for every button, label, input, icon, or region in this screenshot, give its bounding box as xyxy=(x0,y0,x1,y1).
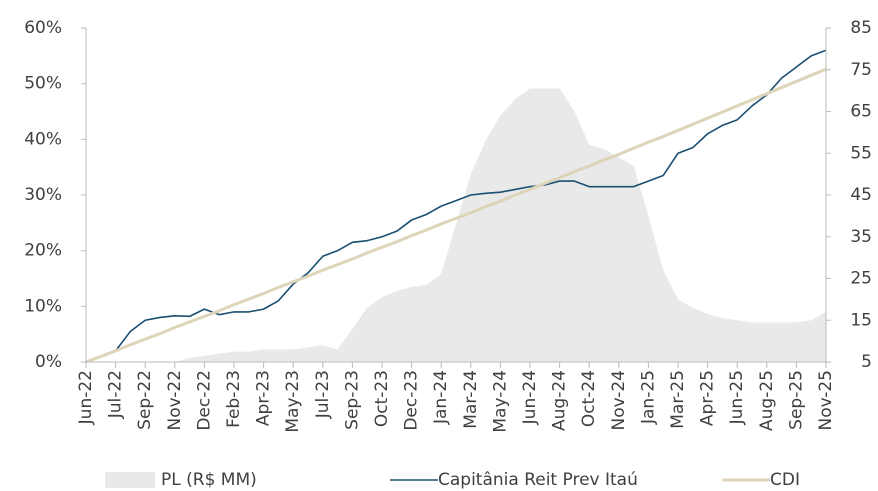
y-tick-label: 0% xyxy=(35,352,62,372)
x-tick-label: May-23 xyxy=(283,370,303,433)
x-tick-label: Nov-22 xyxy=(165,370,185,431)
x-tick-label: May-24 xyxy=(490,370,510,433)
area xyxy=(86,88,826,362)
x-tick-label: Jun-25 xyxy=(727,370,747,425)
legend-swatch xyxy=(105,472,155,488)
line xyxy=(85,49,827,363)
x-tick-label: Nov-24 xyxy=(609,370,629,431)
legend-label: CDI xyxy=(770,470,800,490)
x-tick-label: Sep-22 xyxy=(135,370,155,430)
line xyxy=(85,67,827,364)
y-tick-label: 50% xyxy=(24,74,62,94)
legend-label: Capitânia Reit Prev Itaú xyxy=(438,470,638,490)
y2-tick-label: 5 xyxy=(861,352,872,372)
x-tick-label: Aug-25 xyxy=(757,370,777,431)
x-tick-label: Mar-25 xyxy=(668,370,688,429)
y-tick-label: 10% xyxy=(24,296,62,316)
x-tick-label: Apr-25 xyxy=(698,370,718,426)
y2-tick-label: 85 xyxy=(850,18,872,38)
y2-tick-label: 65 xyxy=(850,102,872,122)
x-tick-label: Jul-23 xyxy=(313,370,333,419)
x-tick-label: Jun-22 xyxy=(76,370,96,425)
x-tick-label: Oct-24 xyxy=(579,370,599,427)
x-tick-label: Jun-24 xyxy=(520,370,540,425)
y-tick-label: 30% xyxy=(24,185,62,205)
y2-tick-label: 25 xyxy=(850,269,872,289)
x-tick-label: Dec-22 xyxy=(194,370,214,431)
x-tick-label: Mar-24 xyxy=(461,370,481,429)
x-tick-label: Aug-24 xyxy=(550,370,570,431)
y2-tick-label: 45 xyxy=(850,185,872,205)
y-tick-label: 60% xyxy=(24,18,62,38)
x-tick-label: Jan-24 xyxy=(431,370,451,425)
x-tick-label: Feb-23 xyxy=(224,370,244,428)
y-tick-label: 20% xyxy=(24,241,62,261)
x-tick-label: Jan-25 xyxy=(638,370,658,425)
x-tick-label: Jul-22 xyxy=(106,370,126,419)
y2-tick-label: 35 xyxy=(850,227,872,247)
x-tick-label: Nov-25 xyxy=(816,370,836,431)
y-tick-label: 40% xyxy=(24,129,62,149)
x-tick-label: Apr-23 xyxy=(254,370,274,426)
legend-label: PL (R$ MM) xyxy=(161,470,257,490)
y2-tick-label: 75 xyxy=(850,60,872,80)
x-tick-label: Sep-23 xyxy=(342,370,362,430)
x-tick-label: Dec-23 xyxy=(402,370,422,431)
y2-tick-label: 15 xyxy=(850,310,872,330)
x-tick-label: Sep-25 xyxy=(786,370,806,430)
y2-tick-label: 55 xyxy=(850,143,872,163)
x-tick-label: Oct-23 xyxy=(372,370,392,427)
